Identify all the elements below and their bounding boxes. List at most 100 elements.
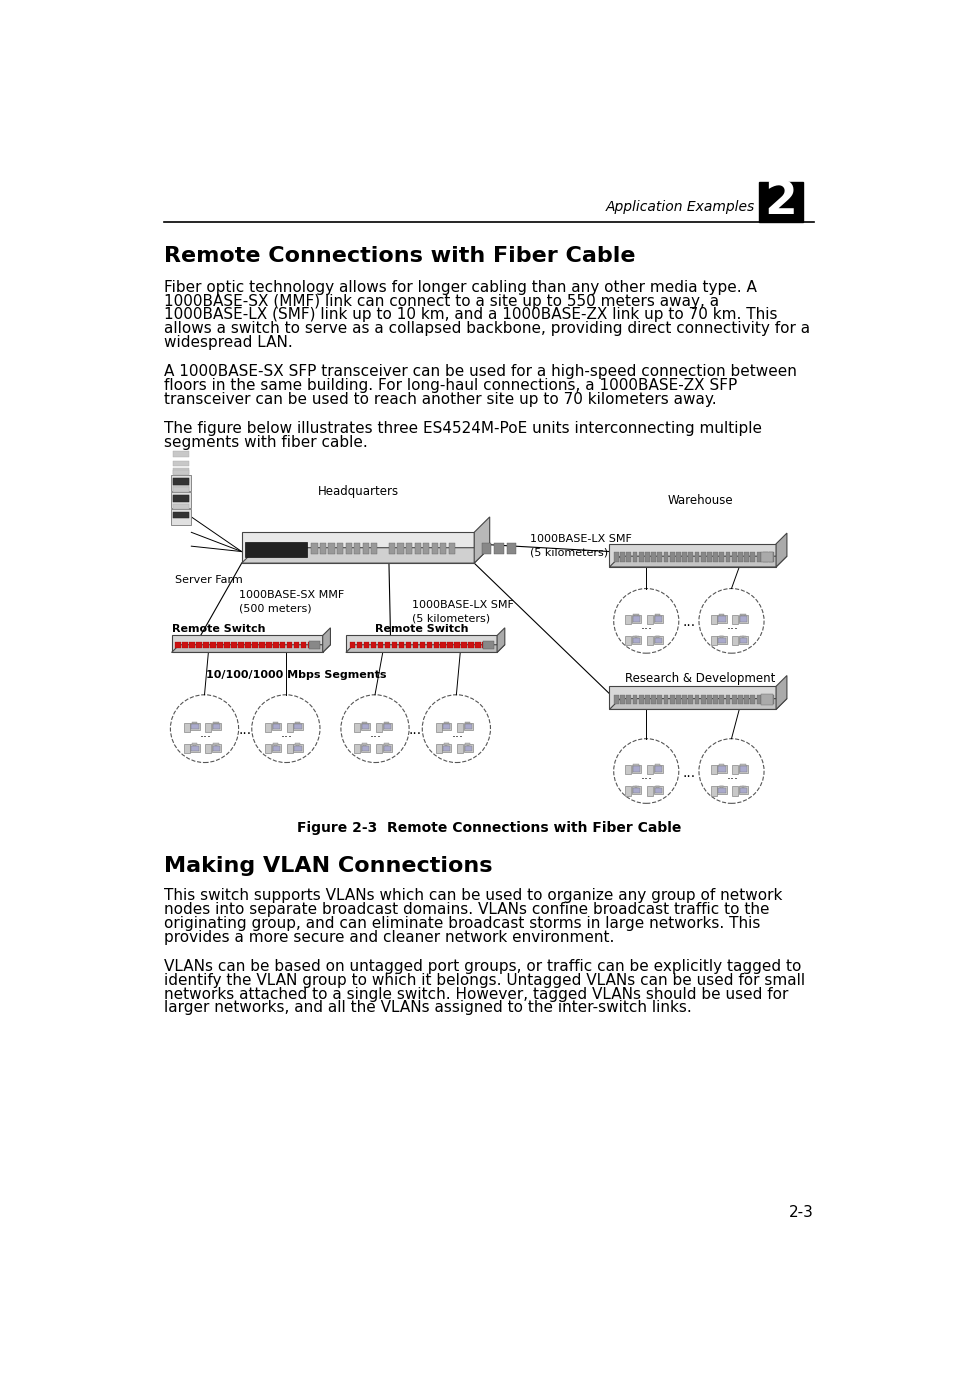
Bar xyxy=(626,552,631,562)
Bar xyxy=(173,496,189,501)
Bar xyxy=(301,641,306,648)
Bar xyxy=(350,641,355,648)
Bar xyxy=(406,543,412,554)
Bar xyxy=(740,616,746,622)
Bar xyxy=(196,641,202,648)
Bar xyxy=(184,744,190,754)
Bar xyxy=(444,744,447,745)
Bar xyxy=(681,552,686,562)
Bar xyxy=(294,744,302,752)
Polygon shape xyxy=(775,533,786,566)
Bar xyxy=(192,745,198,751)
Bar xyxy=(657,552,661,562)
Bar xyxy=(710,636,716,645)
Text: ...: ... xyxy=(199,727,211,740)
Bar xyxy=(363,744,366,745)
Bar xyxy=(625,765,631,775)
Bar xyxy=(632,552,637,562)
Bar xyxy=(632,787,640,794)
Bar xyxy=(274,723,276,725)
Text: 1000BASE-LX SMF
(5 kilometers): 1000BASE-LX SMF (5 kilometers) xyxy=(412,600,514,623)
Bar xyxy=(456,723,463,731)
Bar xyxy=(475,641,480,648)
Bar xyxy=(443,745,450,751)
Bar xyxy=(720,636,721,638)
Bar xyxy=(634,615,637,616)
Polygon shape xyxy=(241,548,489,564)
Bar xyxy=(265,723,271,731)
Bar xyxy=(706,695,711,704)
Bar xyxy=(632,765,640,773)
Bar xyxy=(433,641,438,648)
Bar xyxy=(625,787,631,795)
Bar xyxy=(456,744,463,754)
Bar xyxy=(205,744,212,754)
Bar xyxy=(436,723,441,731)
Bar xyxy=(294,745,301,751)
Bar xyxy=(173,504,189,509)
Bar xyxy=(639,695,643,704)
Text: Remote Switch: Remote Switch xyxy=(172,625,265,634)
Bar xyxy=(238,641,243,648)
Bar xyxy=(656,636,659,638)
Bar xyxy=(750,695,755,704)
Bar xyxy=(663,695,668,704)
Bar xyxy=(443,725,450,729)
Bar xyxy=(436,744,441,754)
Bar xyxy=(762,552,767,562)
Bar xyxy=(173,514,189,519)
Bar xyxy=(718,788,725,794)
Bar xyxy=(287,744,293,754)
Bar xyxy=(634,636,637,638)
Bar xyxy=(354,723,360,731)
Bar xyxy=(464,725,472,729)
Bar xyxy=(173,496,189,501)
Bar xyxy=(651,695,656,704)
Bar xyxy=(756,552,760,562)
Bar xyxy=(760,551,772,562)
Bar xyxy=(632,636,640,644)
Bar xyxy=(385,723,387,725)
Bar xyxy=(688,695,693,704)
Bar xyxy=(653,765,662,773)
Bar xyxy=(768,552,773,562)
Bar xyxy=(336,543,343,554)
Bar xyxy=(184,723,190,731)
Bar xyxy=(212,723,221,730)
Bar xyxy=(732,787,738,795)
Text: Warehouse: Warehouse xyxy=(667,494,733,507)
Bar xyxy=(311,543,317,554)
Bar xyxy=(294,723,302,730)
Bar xyxy=(656,787,659,788)
Text: This switch supports VLANs which can be used to organize any group of network: This switch supports VLANs which can be … xyxy=(164,888,781,904)
Text: ...: ... xyxy=(408,723,421,737)
Bar xyxy=(633,788,639,794)
Bar xyxy=(681,695,686,704)
Text: identify the VLAN group to which it belongs. Untagged VLANs can be used for smal: identify the VLAN group to which it belo… xyxy=(164,973,804,988)
Bar xyxy=(644,695,649,704)
Bar xyxy=(375,723,381,731)
Text: ...: ... xyxy=(725,769,738,781)
Bar xyxy=(740,766,746,772)
Bar xyxy=(345,543,352,554)
Bar xyxy=(190,744,199,752)
Bar xyxy=(213,745,220,751)
Bar xyxy=(171,509,192,525)
Bar xyxy=(732,765,738,775)
Bar xyxy=(205,723,212,731)
Bar xyxy=(614,552,618,562)
Text: 10/100/1000 Mbps Segments: 10/100/1000 Mbps Segments xyxy=(206,670,386,680)
Bar xyxy=(173,494,189,500)
Bar xyxy=(173,468,189,473)
Bar xyxy=(442,744,451,752)
Bar xyxy=(720,787,721,788)
Bar xyxy=(739,615,747,623)
Bar xyxy=(442,723,451,730)
Bar xyxy=(217,641,222,648)
Bar xyxy=(646,765,653,775)
Bar xyxy=(706,552,711,562)
Bar xyxy=(743,552,748,562)
Text: ...: ... xyxy=(451,727,462,740)
Bar xyxy=(363,641,369,648)
Bar xyxy=(506,543,516,554)
